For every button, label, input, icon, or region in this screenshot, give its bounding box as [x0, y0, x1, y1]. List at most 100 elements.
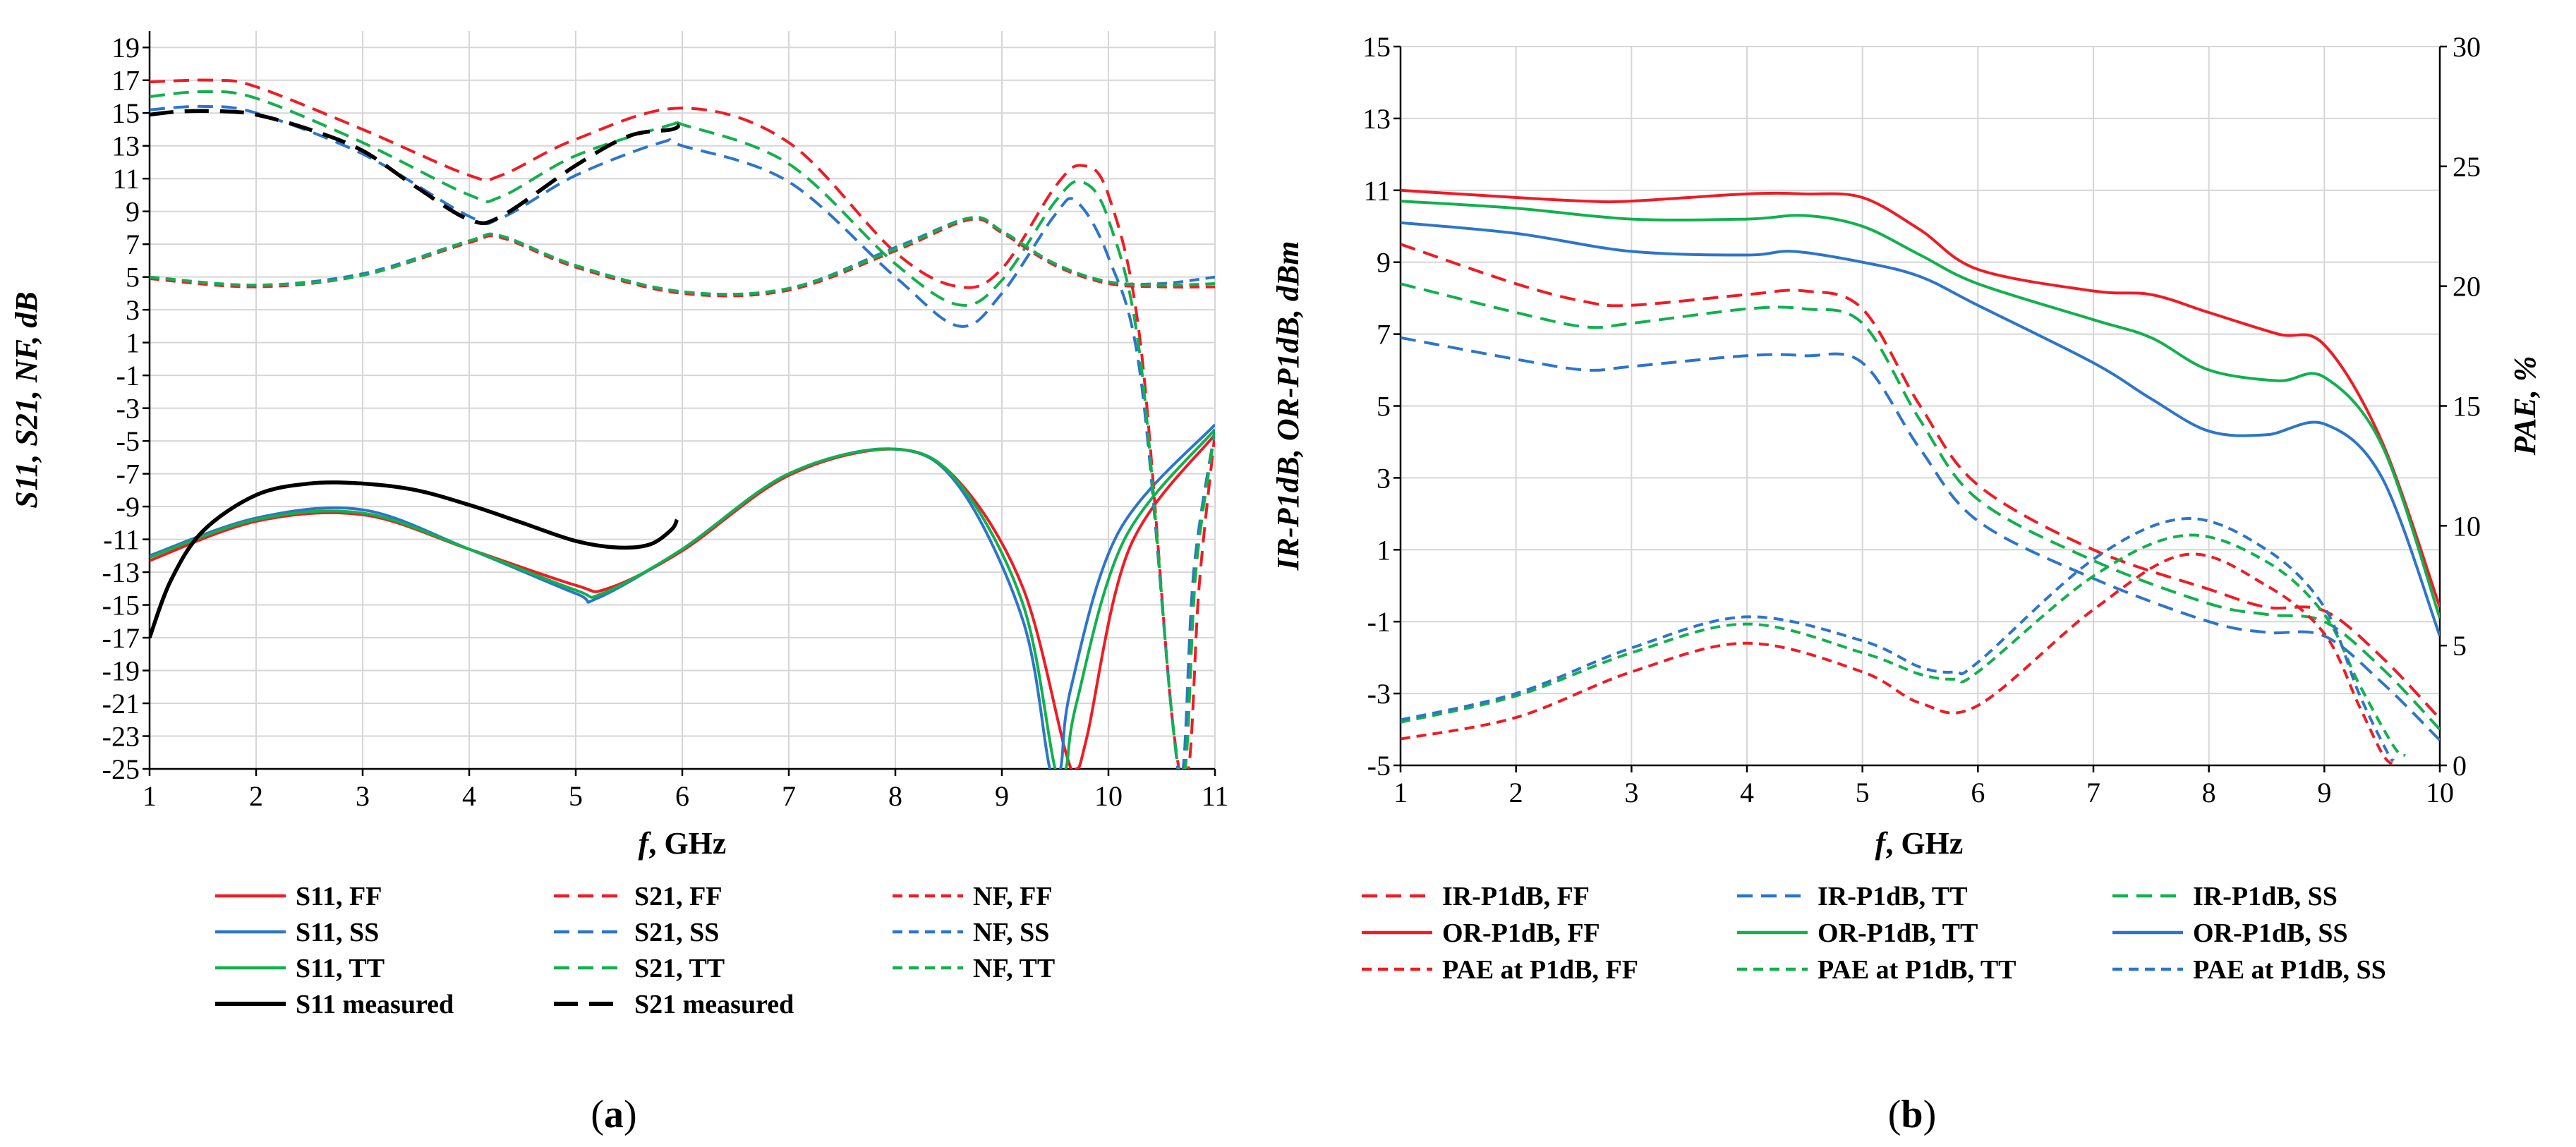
y-tick-label: 5	[1377, 391, 1391, 423]
y-tick-label: -11	[103, 524, 140, 556]
x-tick-label: 3	[1624, 777, 1638, 808]
y-tick-label: 3	[1377, 462, 1391, 494]
y-axis-title: IR-P1dB, OR-P1dB, dBm	[1271, 241, 1305, 571]
y-tick-label: 13	[1362, 103, 1391, 135]
legend-item-ir-p1db-ff: IR-P1dB, FF	[1362, 882, 1590, 911]
legend-label: IR-P1dB, TT	[1818, 882, 1968, 911]
y2-tick-label: 20	[2453, 271, 2481, 303]
y-tick-label: 11	[1363, 175, 1391, 207]
series-line-s21-tt	[150, 90, 1215, 769]
legend-item-s21-measured: S21 measured	[554, 990, 794, 1019]
series-line-pae-at-p1db-ff	[1401, 552, 2395, 765]
x-tick-label: 11	[1202, 780, 1229, 812]
y-tick-label: -19	[102, 655, 140, 687]
series-line-or-p1db-ss	[1401, 221, 2440, 637]
legend-item-ir-p1db-ss: IR-P1dB, SS	[2112, 882, 2338, 911]
y2-axis-title: PAE, %	[2508, 356, 2542, 456]
x-tick-label: 4	[1740, 777, 1754, 808]
legend-label: NF, FF	[973, 882, 1053, 911]
legend-label: NF, SS	[973, 918, 1049, 947]
y-tick-label: 17	[111, 65, 140, 97]
y-tick-label: -15	[102, 590, 140, 621]
y-tick-label: 7	[1377, 319, 1391, 351]
y2-tick-label: 25	[2453, 151, 2481, 183]
series-line-s21-ff	[150, 78, 1215, 769]
series-line-s11-tt	[150, 428, 1215, 769]
series-line-or-p1db-tt	[1401, 200, 2440, 619]
legend-item-ir-p1db-tt: IR-P1dB, TT	[1737, 882, 1968, 911]
series-line-s21-ss	[150, 104, 1215, 769]
y-tick-label: -3	[116, 393, 140, 425]
series-line-pae-at-p1db-tt	[1401, 533, 2407, 758]
legend-label: S21, SS	[634, 918, 719, 947]
legend-item-s11-tt: S11, TT	[215, 954, 385, 983]
legend-item-or-p1db-ff: OR-P1dB, FF	[1362, 918, 1600, 948]
series-line-s11-measured	[150, 480, 679, 638]
chart-panel-a: 1 2 3 4 5 6 7 8 9 10 11191715131197531-1-3-5-7-9-1…	[9, 31, 1228, 1019]
series-line-ir-p1db-ff	[1401, 243, 2440, 720]
x-tick-label: 8	[2202, 777, 2216, 808]
legend-label: S11 measured	[296, 990, 454, 1019]
legend-item-s11-ss: S11, SS	[215, 918, 379, 947]
series-lines	[150, 78, 1215, 769]
legend-item-pae-at-p1db-tt: PAE at P1dB, TT	[1737, 955, 2016, 985]
y-axis-title: S11, S21, NF, dB	[9, 291, 44, 508]
y-tick-label: -5	[1367, 750, 1391, 782]
x-tick-label: 9	[995, 780, 1009, 812]
legend-item-pae-at-p1db-ff: PAE at P1dB, FF	[1362, 955, 1638, 985]
y-tick-label: 15	[1362, 31, 1391, 63]
legend-label: IR-P1dB, SS	[2193, 882, 2338, 911]
y-tick-label: 15	[111, 97, 140, 129]
panel-label-b: (b)	[1888, 1093, 1936, 1136]
chart-panel-b: 1 2 3 4 5 6 7 8 9 10 15 13 11 9 7 5 3 1 -1 -3 -5 30 25 20 15 10 5 0…	[1271, 31, 2542, 985]
legend-item-or-p1db-tt: OR-P1dB, TT	[1737, 918, 1978, 948]
y-tick-label: 9	[126, 196, 140, 228]
y-tick-label: 13	[111, 131, 140, 162]
legend-item-nf-ff: NF, FF	[893, 882, 1053, 911]
legend-item-s11-measured: S11 measured	[215, 990, 454, 1019]
series-line-or-p1db-ff	[1401, 188, 2440, 608]
series-lines	[1401, 188, 2440, 765]
legend-item-s21-ss: S21, SS	[554, 918, 719, 947]
x-tick-label: 6	[675, 780, 689, 812]
y2-tick-label: 5	[2453, 630, 2467, 662]
legend-item-pae-at-p1db-ss: PAE at P1dB, SS	[2112, 955, 2386, 985]
x-axis-title: f, GHz	[639, 826, 727, 861]
legend-label: OR-P1dB, FF	[1442, 918, 1600, 948]
y2-tick-label: 15	[2453, 391, 2481, 423]
x-tick-label: 1	[1393, 777, 1408, 808]
y-tick-label: -1	[1367, 606, 1391, 638]
legend-label: S21, TT	[634, 954, 725, 983]
y-tick-label: -1	[116, 360, 140, 392]
x-tick-label: 2	[249, 780, 263, 812]
y-tick-label: 9	[1377, 247, 1391, 279]
x-tick-label: 5	[569, 780, 583, 812]
y-tick-label: 11	[112, 163, 140, 195]
legend-label: NF, TT	[973, 954, 1055, 983]
y-tick-label: 1	[126, 327, 140, 359]
legend-item-nf-tt: NF, TT	[893, 954, 1055, 983]
legend-label: PAE at P1dB, SS	[2193, 955, 2386, 985]
x-axis-title: f, GHz	[1875, 826, 1964, 861]
x-tick-label: 3	[356, 780, 370, 812]
y-tick-label: 1	[1377, 534, 1391, 566]
legend-label: PAE at P1dB, TT	[1818, 955, 2016, 985]
legend-label: OR-P1dB, TT	[1818, 918, 1978, 948]
y2-tick-label: 0	[2453, 750, 2467, 782]
x-tick-label: 5	[1856, 777, 1870, 808]
x-tick-label: 10	[1094, 780, 1123, 812]
legend-label: S11, TT	[296, 954, 385, 983]
y-tick-label: -3	[1367, 678, 1391, 710]
legend-label: S11, SS	[296, 918, 379, 947]
legend: S11, FF S21, FF NF, FF S11, SS S21, SS NF, SS…	[215, 882, 1055, 1019]
y-tick-label: -23	[102, 721, 140, 753]
x-tick-label: 7	[782, 780, 796, 812]
y-tick-label: 5	[126, 262, 140, 293]
x-tick-label: 7	[2086, 777, 2100, 808]
legend-item-s11-ff: S11, FF	[215, 882, 382, 911]
y-tick-label: -7	[116, 459, 140, 490]
series-line-s21-measured	[150, 109, 681, 226]
series-line-ir-p1db-ss	[1401, 282, 2440, 731]
panel-label-a: (a)	[591, 1093, 636, 1136]
series-line-pae-at-p1db-ss	[1401, 517, 2395, 763]
